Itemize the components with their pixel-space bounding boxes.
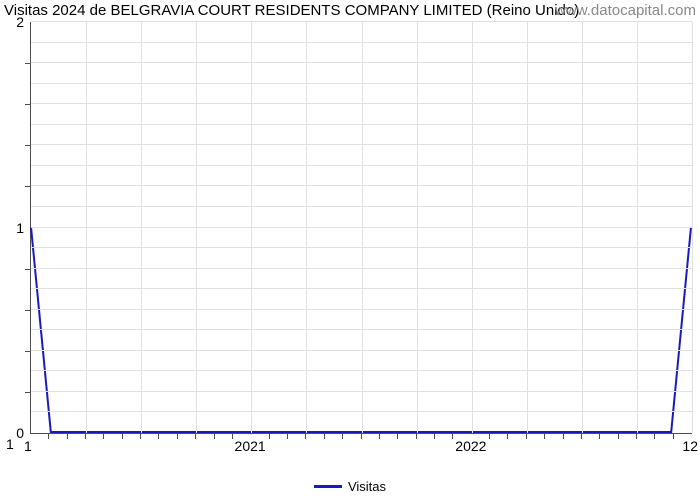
y-tick-minor <box>25 269 30 270</box>
grid-horizontal <box>31 247 692 248</box>
grid-horizontal <box>31 227 692 228</box>
y-axis-bottom-edge-label: 1 <box>6 436 14 452</box>
x-tick-minor <box>544 434 545 439</box>
grid-horizontal <box>31 309 692 310</box>
x-tick-label: 2021 <box>235 438 266 454</box>
x-tick-minor <box>122 434 123 439</box>
y-tick-label: 0 <box>16 425 24 441</box>
y-tick-minor <box>25 392 30 393</box>
y-tick-minor <box>25 351 30 352</box>
legend-swatch <box>314 485 342 488</box>
x-axis-left-edge-label: 1 <box>24 438 32 454</box>
x-tick-minor <box>654 434 655 439</box>
x-tick-minor <box>673 434 674 439</box>
x-tick-minor <box>416 434 417 439</box>
grid-horizontal <box>31 144 692 145</box>
y-tick-minor <box>25 63 30 64</box>
x-tick-minor <box>140 434 141 439</box>
y-tick-minor <box>25 310 30 311</box>
y-tick-label: 2 <box>16 14 24 30</box>
grid-horizontal <box>31 329 692 330</box>
grid-horizontal <box>31 42 692 43</box>
x-tick-minor <box>379 434 380 439</box>
grid-horizontal <box>31 288 692 289</box>
x-tick-minor <box>636 434 637 439</box>
x-tick-minor <box>305 434 306 439</box>
x-axis-right-edge-label: 12 <box>682 438 698 454</box>
grid-horizontal <box>31 206 692 207</box>
x-tick-minor <box>269 434 270 439</box>
plot-area <box>30 22 692 434</box>
x-tick-minor <box>361 434 362 439</box>
y-tick-label: 1 <box>16 220 24 236</box>
x-tick-minor <box>618 434 619 439</box>
x-tick-minor <box>397 434 398 439</box>
x-tick-minor <box>158 434 159 439</box>
grid-vertical <box>692 22 693 433</box>
x-tick-minor <box>177 434 178 439</box>
legend-label: Visitas <box>348 479 386 494</box>
x-tick-minor <box>103 434 104 439</box>
grid-horizontal <box>31 370 692 371</box>
x-tick-minor <box>48 434 49 439</box>
x-tick-minor <box>324 434 325 439</box>
x-tick-minor <box>67 434 68 439</box>
grid-horizontal <box>31 124 692 125</box>
grid-horizontal <box>31 350 692 351</box>
grid-horizontal <box>31 411 692 412</box>
x-tick-minor <box>232 434 233 439</box>
x-tick-minor <box>214 434 215 439</box>
grid-horizontal <box>31 62 692 63</box>
x-tick-minor <box>489 434 490 439</box>
y-tick-minor <box>25 186 30 187</box>
grid-horizontal <box>31 268 692 269</box>
x-tick-minor <box>452 434 453 439</box>
x-tick-minor <box>342 434 343 439</box>
x-tick-minor <box>526 434 527 439</box>
x-tick-minor <box>581 434 582 439</box>
y-tick-minor <box>25 104 30 105</box>
x-tick-minor <box>85 434 86 439</box>
x-tick-minor <box>507 434 508 439</box>
grid-horizontal <box>31 391 692 392</box>
x-tick-minor <box>195 434 196 439</box>
grid-horizontal <box>31 103 692 104</box>
legend: Visitas <box>0 479 700 494</box>
watermark-text: www.datocapital.com <box>555 2 696 19</box>
x-tick-minor <box>434 434 435 439</box>
grid-horizontal <box>31 165 692 166</box>
x-tick-minor <box>287 434 288 439</box>
x-tick-minor <box>599 434 600 439</box>
x-tick-minor <box>563 434 564 439</box>
y-tick-minor <box>25 145 30 146</box>
x-tick-label: 2022 <box>455 438 486 454</box>
grid-horizontal <box>31 185 692 186</box>
grid-horizontal <box>31 83 692 84</box>
chart-title: Visitas 2024 de BELGRAVIA COURT RESIDENT… <box>4 2 579 19</box>
grid-horizontal <box>31 21 692 22</box>
